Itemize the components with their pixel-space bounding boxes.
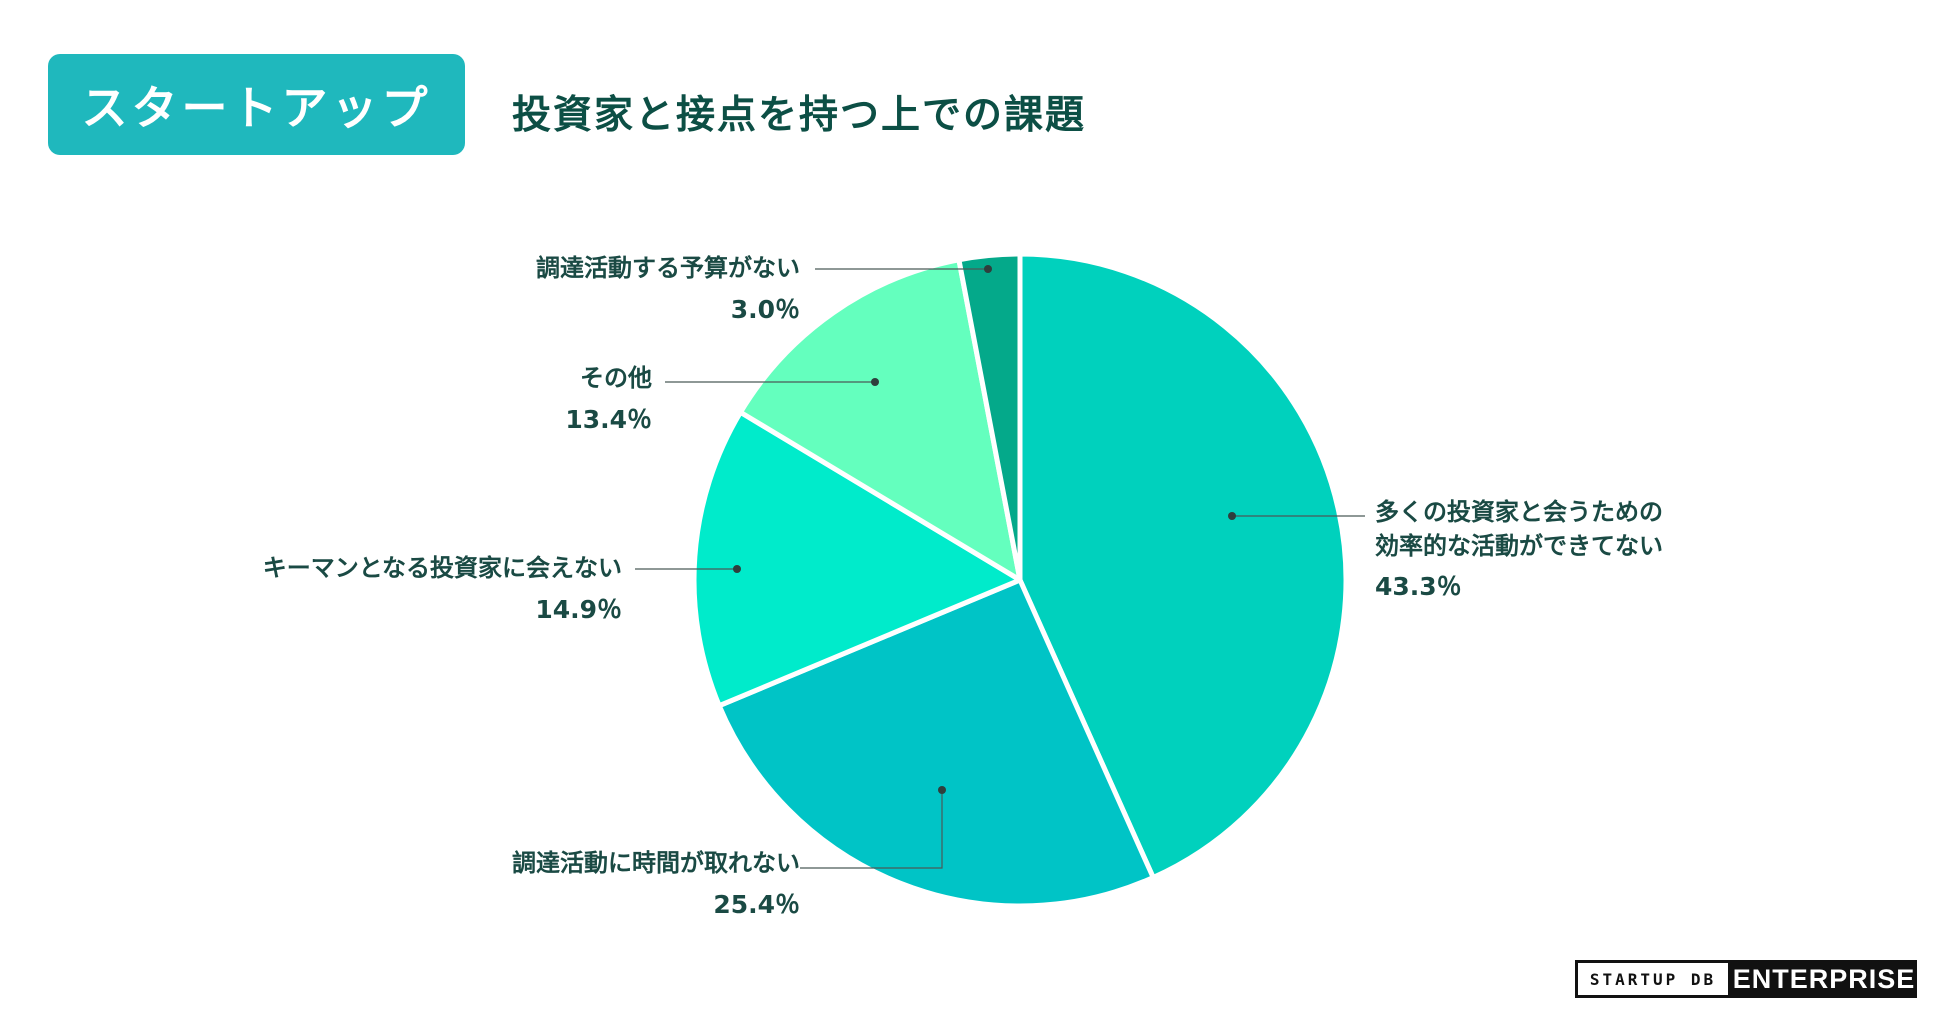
slice-value-2: 14.9％ bbox=[535, 594, 622, 624]
leader-dot-1 bbox=[938, 786, 946, 794]
slice-label-3: その他 13.4％ bbox=[565, 362, 652, 437]
pie-slice-0 bbox=[1017, 251, 1349, 881]
pie-slice-4 bbox=[956, 251, 1023, 583]
slice-value-0: 43.3％ bbox=[1375, 572, 1462, 602]
slice-label-1: 調達活動に時間が取れない 25.4％ bbox=[512, 847, 800, 922]
slice-label-3-line-1: その他 bbox=[580, 364, 652, 392]
leader-dot-4 bbox=[984, 265, 992, 273]
slice-label-4-line-1: 調達活動する予算がない bbox=[536, 254, 800, 282]
slice-label-0-line-1: 多くの投資家と会うための bbox=[1375, 498, 1663, 526]
logo-enterprise: ENTERPRISE bbox=[1731, 960, 1917, 998]
slice-label-0: 多くの投資家と会うための 効率的な活動ができてない 43.3％ bbox=[1375, 496, 1663, 604]
slice-label-2: キーマンとなる投資家に会えない 14.9％ bbox=[263, 552, 622, 627]
slice-label-1-line-1: 調達活動に時間が取れない bbox=[512, 849, 800, 877]
slice-label-4: 調達活動する予算がない 3.0％ bbox=[536, 252, 800, 327]
category-badge: スタートアップ bbox=[48, 54, 465, 155]
leader-dot-3 bbox=[871, 378, 879, 386]
slice-value-4: 3.0％ bbox=[730, 294, 800, 324]
slice-value-3: 13.4％ bbox=[565, 404, 652, 434]
startup-db-enterprise-logo: STARTUP DB ENTERPRISE bbox=[1575, 960, 1917, 998]
leader-dot-2 bbox=[733, 565, 741, 573]
slice-label-0-line-2: 効率的な活動ができてない bbox=[1375, 531, 1663, 560]
pie-slice-3 bbox=[737, 257, 1023, 583]
leader-line-1 bbox=[800, 790, 943, 869]
leader-dot-0 bbox=[1228, 512, 1236, 520]
logo-startup-db: STARTUP DB bbox=[1575, 960, 1731, 998]
pie-slice-2 bbox=[691, 409, 1023, 709]
slice-value-1: 25.4％ bbox=[713, 889, 800, 919]
chart-title: 投資家と接点を持つ上での課題 bbox=[512, 93, 1087, 138]
slice-label-2-line-1: キーマンとなる投資家に会えない bbox=[262, 554, 622, 582]
